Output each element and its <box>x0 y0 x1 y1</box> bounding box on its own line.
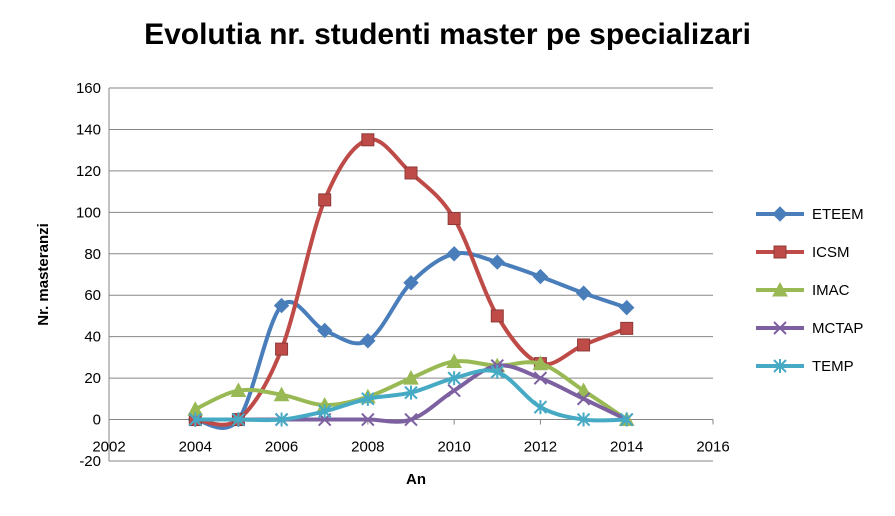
series-line-eteem <box>193 250 629 430</box>
data-point-temp <box>447 371 461 386</box>
data-point-temp <box>576 412 591 427</box>
x-tick-label: 2012 <box>524 439 557 456</box>
data-point-imac <box>403 370 419 385</box>
data-point-icsm <box>361 133 375 147</box>
y-tick-label: 160 <box>76 80 101 97</box>
y-tick-label: 100 <box>76 204 101 221</box>
data-point-temp <box>404 385 418 400</box>
y-tick-label: 0 <box>93 412 101 429</box>
data-point-mctap <box>576 392 591 406</box>
legend-item-temp: TEMP <box>756 358 854 375</box>
data-point-temp <box>188 412 202 427</box>
data-point-eteem <box>403 275 419 291</box>
data-point-temp <box>231 412 246 427</box>
data-point-temp <box>318 404 332 419</box>
y-tick-label: -20 <box>79 453 101 470</box>
data-point-eteem <box>446 246 462 262</box>
data-point-mctap <box>447 383 461 398</box>
x-tick-label: 2008 <box>351 439 384 456</box>
data-point-icsm <box>404 166 418 180</box>
x-tick-label: 2006 <box>265 439 298 456</box>
data-point-eteem <box>575 285 592 301</box>
data-point-imac <box>446 353 462 369</box>
legend-label-temp: TEMP <box>812 358 854 375</box>
y-tick-label: 40 <box>84 329 101 346</box>
legend-label-imac: IMAC <box>812 282 850 299</box>
data-point-eteem <box>619 299 635 316</box>
data-point-icsm <box>447 212 461 226</box>
legend-marker-eteem <box>772 206 788 222</box>
data-point-eteem <box>273 297 290 314</box>
data-point-temp <box>620 412 634 427</box>
data-point-imac <box>575 382 592 398</box>
y-tick-label: 140 <box>76 121 101 138</box>
data-point-imac <box>273 386 290 402</box>
legend-marker-imac <box>772 281 788 297</box>
data-point-icsm <box>490 309 504 323</box>
y-tick-label: 120 <box>76 163 101 180</box>
legend-item-eteem: ETEEM <box>756 206 864 223</box>
data-point-icsm <box>318 193 332 207</box>
data-point-temp <box>361 391 375 406</box>
legend-marker-temp <box>773 359 787 373</box>
data-point-icsm <box>275 342 289 356</box>
legend-marker-mctap <box>773 321 787 335</box>
x-tick-label: 2010 <box>437 439 470 456</box>
legend-item-icsm: ICSM <box>756 244 850 261</box>
data-point-temp <box>533 400 548 415</box>
data-point-mctap <box>533 371 548 385</box>
data-point-imac <box>230 382 247 398</box>
data-point-mctap <box>404 412 418 427</box>
data-point-icsm <box>620 321 634 335</box>
legend-label-mctap: MCTAP <box>812 320 863 337</box>
legend-item-imac: IMAC <box>756 281 850 299</box>
data-point-eteem <box>532 268 549 285</box>
data-point-eteem <box>317 322 333 339</box>
x-tick-label: 2016 <box>696 439 729 456</box>
legend-label-icsm: ICSM <box>812 244 850 261</box>
data-point-temp <box>490 364 504 379</box>
y-tick-label: 80 <box>84 246 101 263</box>
chart-title: Evolutia nr. studenti master pe speciali… <box>144 18 751 51</box>
series-temp <box>188 364 634 427</box>
x-tick-label: 2014 <box>610 439 643 456</box>
x-tick-label: 2002 <box>92 439 125 456</box>
data-point-mctap <box>361 412 375 427</box>
legend-label-eteem: ETEEM <box>812 206 864 223</box>
data-point-imac <box>532 355 549 371</box>
x-tick-label: 2004 <box>179 439 212 456</box>
data-point-eteem <box>489 254 505 270</box>
x-axis-title: An <box>406 471 426 488</box>
y-axis-title: Nr. masteranzi <box>35 223 52 326</box>
y-tick-label: 20 <box>84 370 101 387</box>
y-tick-label: 60 <box>84 287 101 304</box>
legend-marker-icsm <box>773 245 787 259</box>
data-point-eteem <box>360 333 376 349</box>
data-point-icsm <box>577 338 591 352</box>
legend-item-mctap: MCTAP <box>756 320 863 337</box>
data-point-temp <box>274 412 289 427</box>
